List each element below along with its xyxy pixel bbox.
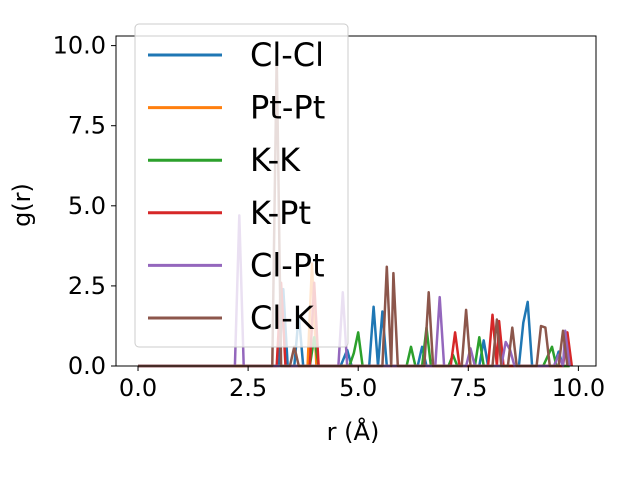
legend-entry-label: Cl-Pt <box>250 246 325 284</box>
y-tick-label: 2.5 <box>68 272 106 300</box>
x-tick-label: 7.5 <box>449 374 487 402</box>
x-tick-label: 2.5 <box>229 374 267 402</box>
legend-entry-label: Cl-K <box>250 299 315 337</box>
y-tick-label: 0.0 <box>68 352 106 380</box>
y-tick-label: 10.0 <box>53 32 106 60</box>
legend-entry-label: Pt-Pt <box>250 89 325 127</box>
legend-entry-label: K-Pt <box>250 194 311 232</box>
x-tick-label: 5.0 <box>339 374 377 402</box>
legend-entry-label: K-K <box>250 141 301 179</box>
plot-frame <box>115 35 597 367</box>
legend: Cl-Cl Pt-Pt K-K K-Pt Cl-Pt Cl-K <box>134 23 349 348</box>
y-tick-label: 7.5 <box>68 112 106 140</box>
x-axis: 0.0 2.5 5.0 7.5 10.0 <box>119 366 605 402</box>
y-axis: 0.0 2.5 5.0 7.5 10.0 <box>53 32 116 380</box>
x-tick-label: 10.0 <box>552 374 605 402</box>
x-tick-label: 0.0 <box>119 374 157 402</box>
x-axis-label: r (Å) <box>327 417 380 446</box>
legend-entry-label: Cl-Cl <box>250 36 324 74</box>
y-axis-label: g(r) <box>8 183 36 227</box>
y-tick-label: 5.0 <box>68 192 106 220</box>
